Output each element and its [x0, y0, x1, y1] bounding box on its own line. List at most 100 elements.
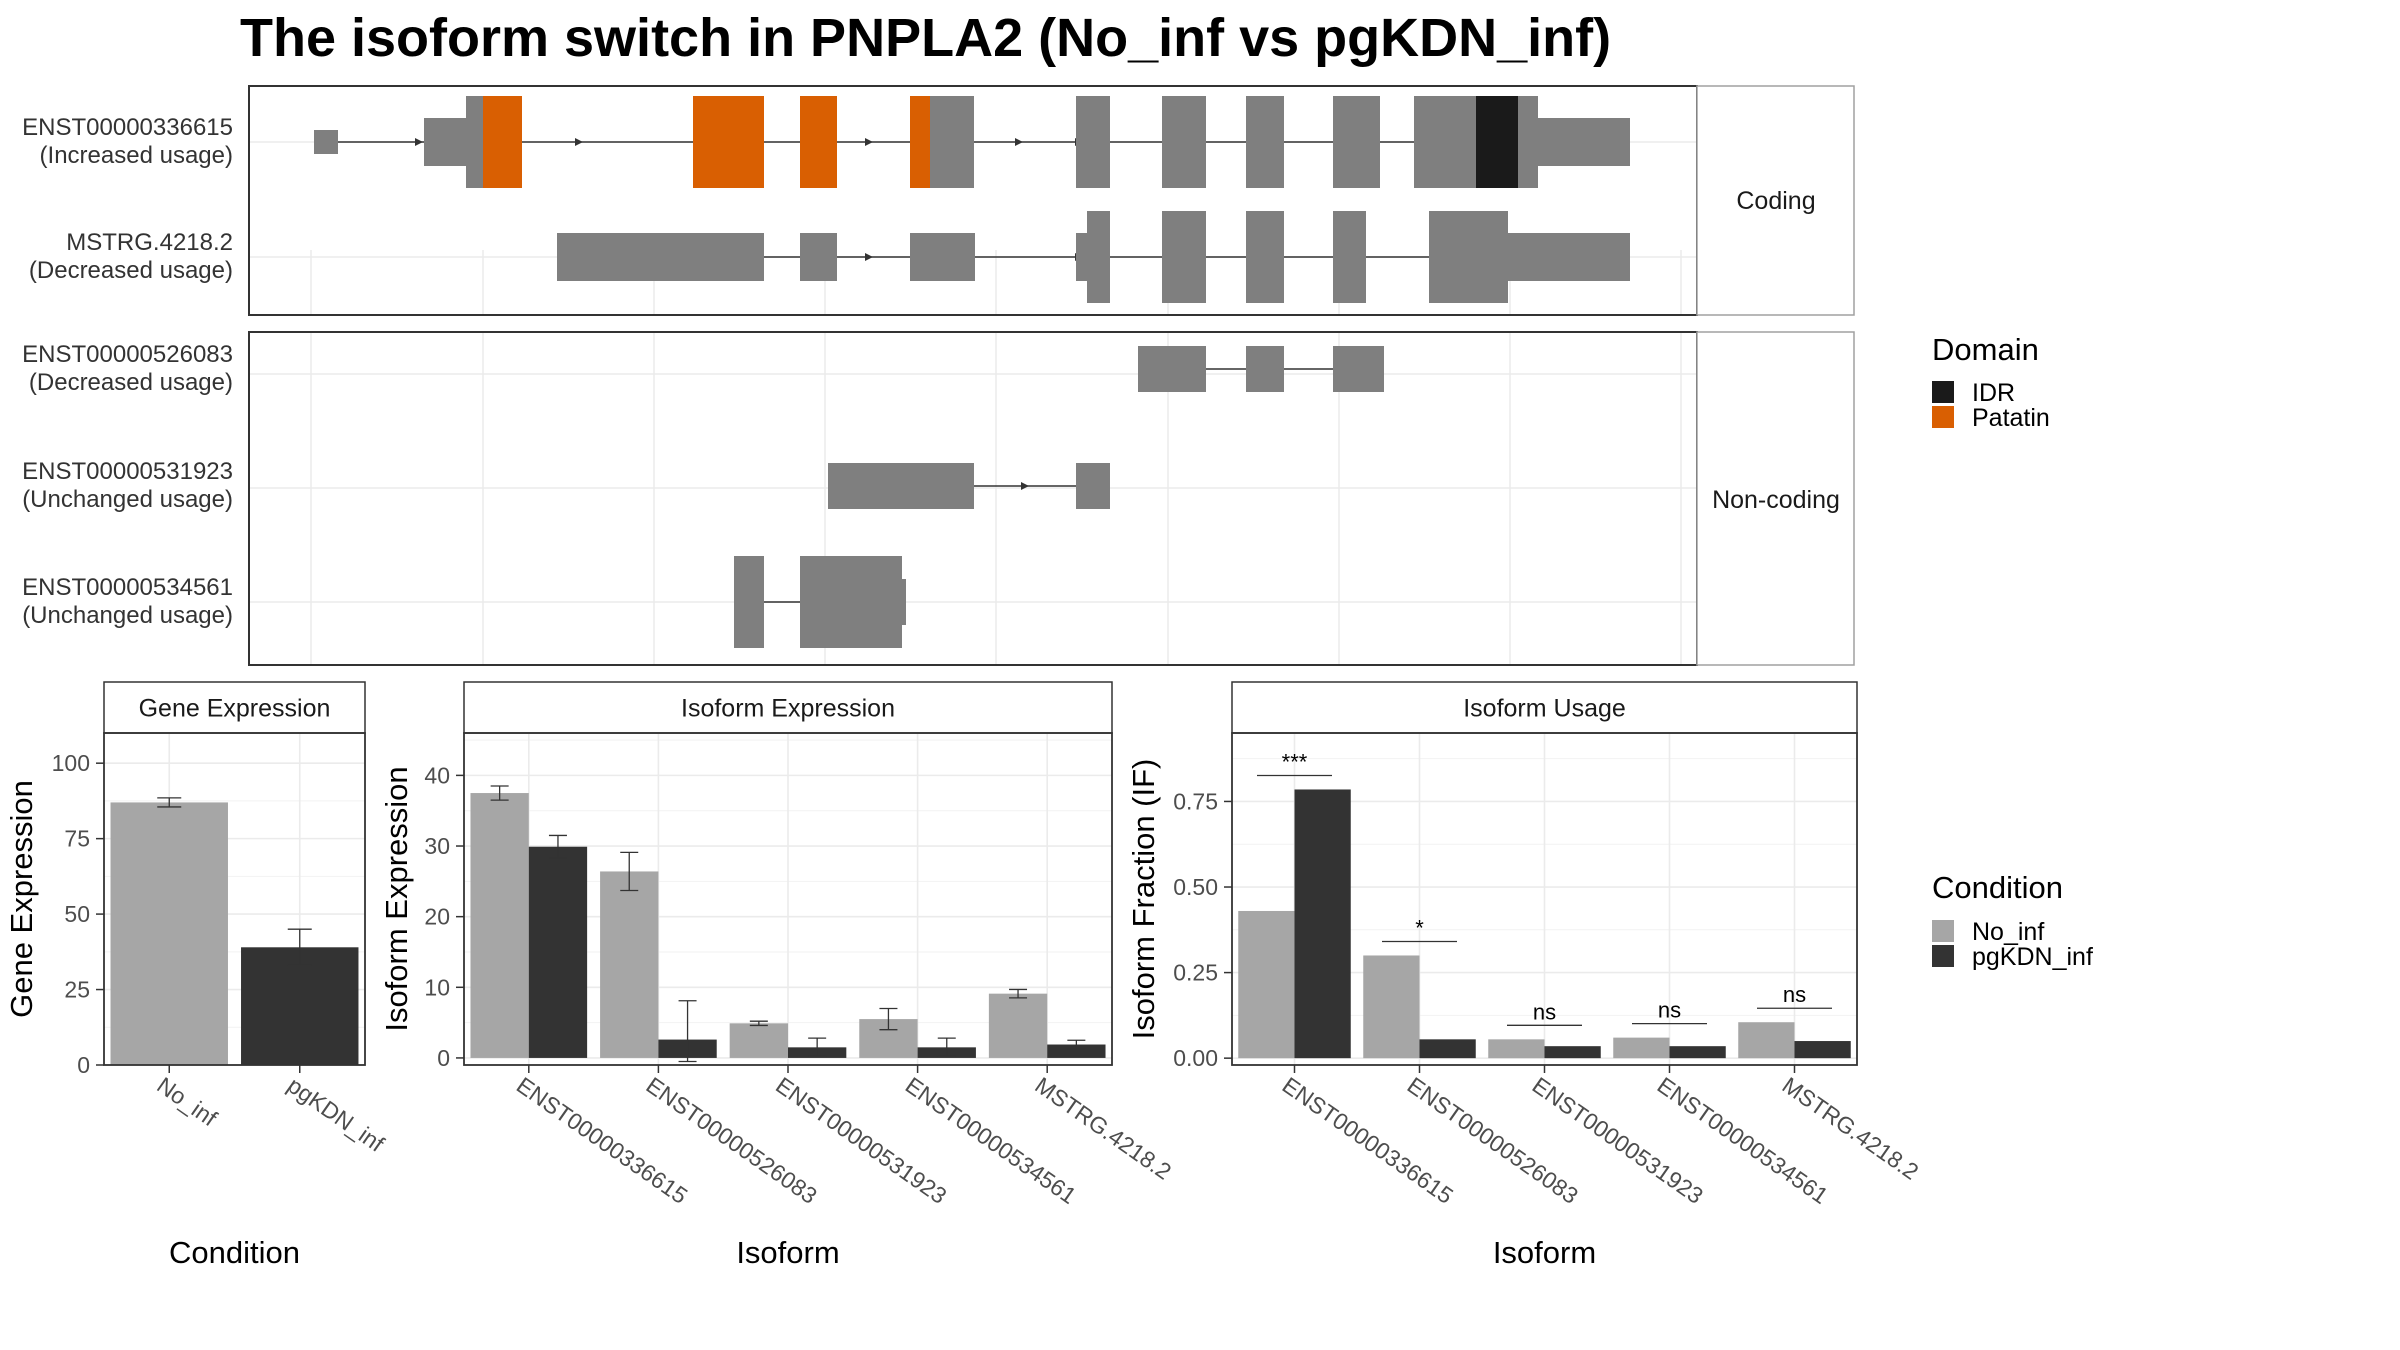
patatin-domain — [910, 96, 930, 188]
x-axis-title: Isoform — [1493, 1235, 1596, 1270]
exon — [557, 233, 764, 281]
strand-arrow — [865, 138, 873, 146]
strand-arrow — [1015, 138, 1023, 146]
x-tick-label: pgKDN_inf — [283, 1072, 390, 1157]
transcript-id: ENST00000526083 — [22, 341, 233, 368]
bar — [600, 871, 659, 1058]
bar — [470, 793, 529, 1058]
y-tick-label: 0 — [77, 1052, 90, 1078]
transcript-usage: (Decreased usage) — [29, 257, 233, 284]
panel-strip — [463, 681, 1113, 734]
y-tick-label: 25 — [64, 977, 90, 1003]
bar — [1544, 1046, 1601, 1059]
significance-label: ns — [1533, 999, 1556, 1024]
y-tick-label: 40 — [424, 762, 450, 788]
exon — [1162, 211, 1206, 303]
transcript-usage: (Unchanged usage) — [22, 486, 233, 513]
bar — [1613, 1037, 1670, 1059]
domain-legend-title: Domain — [1932, 332, 2039, 367]
bar — [1363, 955, 1420, 1059]
coding-transcripts — [314, 96, 1630, 303]
patatin-domain — [483, 96, 522, 188]
exon — [1333, 96, 1380, 188]
significance-label: ns — [1658, 998, 1681, 1023]
significance-label: *** — [1282, 749, 1308, 774]
bar — [729, 1023, 788, 1058]
exon — [1414, 96, 1476, 188]
exon — [1162, 96, 1206, 188]
noncoding-transcripts — [734, 346, 1384, 648]
x-tick-label: No_inf — [152, 1072, 222, 1132]
y-tick-label: 0.75 — [1173, 788, 1218, 814]
legend-key-patatin — [1932, 406, 1954, 428]
y-tick-label: 10 — [424, 974, 450, 1000]
transcript-id: ENST00000336615 — [22, 114, 233, 141]
strand-arrow — [415, 138, 423, 146]
exon — [1246, 346, 1284, 392]
transcript-usage: (Unchanged usage) — [22, 602, 233, 629]
coding-strip-label: Coding — [1736, 187, 1815, 215]
x-axis-title: Condition — [169, 1235, 300, 1270]
patatin-domain — [800, 96, 837, 188]
patatin-domain — [693, 96, 764, 188]
x-axis-title: Isoform — [736, 1235, 839, 1270]
idr-domain — [1476, 96, 1518, 188]
exon — [930, 96, 974, 188]
exon — [902, 579, 906, 625]
y-tick-label: 0.00 — [1173, 1045, 1218, 1071]
panel-strip — [1231, 681, 1858, 734]
strand-arrow — [865, 253, 873, 261]
isoform-usage-chart: Isoform Usage****ns nsns0.000.250.500.75E… — [1126, 681, 1923, 1270]
domain-legend: Domain IDR Patatin — [1932, 332, 2050, 432]
exon — [314, 130, 338, 154]
noncoding-strip — [1696, 331, 1855, 666]
bar — [241, 947, 359, 1065]
gene-expression-chart: Gene Expression 0 25 50 75 100 No_inf pgKDN_inf… — [4, 681, 390, 1270]
bar — [1669, 1046, 1726, 1059]
bar — [110, 802, 228, 1065]
legend-label-idr: IDR — [1972, 379, 2015, 407]
exon — [828, 463, 974, 509]
bar — [1794, 1041, 1851, 1059]
legend-key-pgkdn-inf — [1932, 945, 1954, 967]
exon — [734, 556, 764, 648]
plot-border — [103, 732, 366, 1066]
panel-strip — [103, 681, 366, 734]
bar — [1738, 1022, 1795, 1059]
exon — [1518, 96, 1538, 188]
transcript-structure-plot: Coding Non-coding ENST00000336615(Increa… — [22, 85, 1855, 666]
legend-label-patatin: Patatin — [1972, 404, 2050, 432]
y-tick-label: 75 — [64, 826, 90, 852]
panel-strip-title: Gene Expression — [139, 695, 331, 723]
exon — [1538, 118, 1630, 166]
transcript-id: ENST00000531923 — [22, 458, 233, 485]
isoform-expression-chart: Isoform Expression010203040ENST000003366… — [379, 681, 1176, 1270]
y-axis-title: Gene Expression — [4, 780, 39, 1018]
exon — [910, 233, 975, 281]
exon — [1076, 96, 1110, 188]
exon — [800, 556, 902, 648]
exon — [466, 96, 483, 188]
bar — [1488, 1039, 1545, 1059]
y-tick-label: 50 — [64, 901, 90, 927]
significance-label: ns — [1783, 982, 1806, 1007]
significance-label: * — [1415, 915, 1424, 940]
exon — [1076, 233, 1087, 281]
condition-legend-title: Condition — [1932, 870, 2063, 905]
bar — [1047, 1044, 1106, 1058]
y-tick-label: 0.50 — [1173, 874, 1218, 900]
transcript-usage: (Decreased usage) — [29, 369, 233, 396]
y-axis-title: Isoform Expression — [379, 766, 414, 1031]
exon — [424, 118, 466, 166]
bar — [988, 993, 1048, 1058]
exon — [800, 233, 837, 281]
panel-strip-title: Isoform Usage — [1463, 695, 1626, 723]
exon — [1246, 211, 1284, 303]
figure-title: The isoform switch in PNPLA2 (No_inf vs … — [240, 8, 1611, 68]
exon — [1087, 211, 1110, 303]
strand-arrow — [1021, 482, 1029, 490]
transcript-id: MSTRG.4218.2 — [66, 229, 233, 256]
legend-label-pgkdn-inf: pgKDN_inf — [1972, 943, 2093, 971]
transcript-id: ENST00000534561 — [22, 574, 233, 601]
exon — [1508, 233, 1630, 281]
